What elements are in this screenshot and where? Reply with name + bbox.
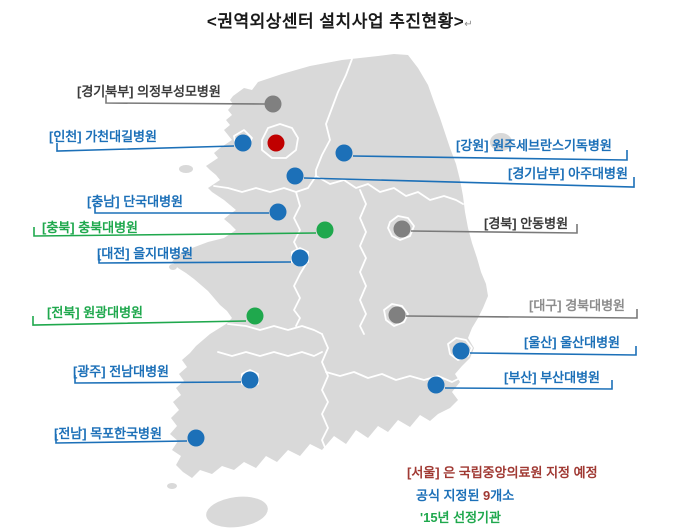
marker-line-ulsan xyxy=(469,346,637,356)
page-title: <권역외상센터 설치사업 추진현황>↵ xyxy=(0,7,680,32)
marker-label-gyeongbuk: [경북] 안동병원 xyxy=(484,216,569,231)
marker-dot-chungnam xyxy=(269,203,287,221)
marker-label-chungbuk: [충북] 충북대병원 xyxy=(42,220,138,235)
legend-2015-text: '15년 선정기관 xyxy=(420,510,501,525)
marker-dot-ulsan xyxy=(452,342,470,360)
legend-2015-selected: '15년 선정기관 xyxy=(420,510,501,525)
marker-label-daejeon: [대전] 을지대병원 xyxy=(97,246,193,261)
marker-dot-gangwon xyxy=(335,144,353,162)
marker-label-jeonbuk: [전북] 원광대병원 xyxy=(47,305,143,320)
paragraph-return-mark: ↵ xyxy=(464,19,474,30)
legend-seoul-note: [서울] 은 국립중앙의료원 지정 예정 xyxy=(407,465,598,480)
marker-dot-daegu xyxy=(388,306,406,324)
marker-line-chungnam xyxy=(94,205,269,214)
marker-dot-jeonbuk xyxy=(246,307,264,325)
marker-label-chungnam: [충남] 단국대병원 xyxy=(87,194,183,209)
legend-seoul-note-text: [서울] 은 국립중앙의료원 지정 예정 xyxy=(407,465,598,480)
marker-dot-jeonnam xyxy=(187,429,205,447)
marker-label-gyeonggi-north: [경기북부] 의정부성모병원 xyxy=(77,84,221,99)
marker-line-chungbuk xyxy=(33,227,317,237)
title-text: <권역외상센터 설치사업 추진현황> xyxy=(206,12,465,31)
marker-dot-gyeonggi-north xyxy=(264,95,282,113)
marker-label-gangwon: [강원] 원주세브란스기독병원 xyxy=(456,138,612,153)
marker-label-gwangju: [광주] 전남대병원 xyxy=(73,364,169,379)
marker-label-daegu: [대구] 경북대병원 xyxy=(529,298,625,313)
marker-line-jeonnam xyxy=(55,434,188,444)
marker-dot-seoul xyxy=(267,134,285,152)
ulleungdo-island xyxy=(490,133,512,151)
marker-line-jeonbuk xyxy=(32,316,247,326)
south-island-1 xyxy=(167,483,177,489)
marker-line-gyeonggi-south xyxy=(303,177,635,188)
marker-dot-incheon xyxy=(234,134,252,152)
marker-label-jeonnam: [전남] 목포한국병원 xyxy=(54,426,162,441)
marker-label-gyeonggi-south: [경기남부] 아주대병원 xyxy=(508,166,628,181)
marker-line-daejeon xyxy=(98,255,292,264)
west-island-1 xyxy=(179,165,193,173)
marker-line-gangwon xyxy=(352,150,628,161)
legend-official-count: 공식 지정된 9개소 xyxy=(416,488,514,503)
marker-dot-gyeonggi-south xyxy=(286,167,304,185)
marker-line-daegu xyxy=(405,309,638,319)
marker-label-incheon: [인천] 가천대길병원 xyxy=(49,129,157,144)
legend-official-suffix: 개소 xyxy=(490,488,515,503)
marker-label-ulsan: [울산] 울산대병원 xyxy=(524,335,620,350)
markers-layer xyxy=(32,95,638,447)
jeju-island xyxy=(206,496,268,528)
marker-line-gyeongbuk xyxy=(410,224,578,234)
marker-label-busan: [부산] 부산대병원 xyxy=(504,370,600,385)
marker-line-gyeonggi-north xyxy=(105,95,266,105)
marker-line-busan xyxy=(444,380,613,390)
marker-dot-daejeon xyxy=(291,249,309,267)
marker-line-incheon xyxy=(56,143,235,152)
marker-dot-gyeongbuk xyxy=(393,220,411,238)
legend-official-number: 9 xyxy=(483,488,491,503)
legend-official-prefix: 공식 지정된 xyxy=(416,488,484,503)
marker-line-gwangju xyxy=(74,375,242,384)
marker-dot-chungbuk xyxy=(316,221,334,239)
province-borders xyxy=(213,58,473,451)
west-island-2 xyxy=(169,264,177,270)
marker-dot-busan xyxy=(427,376,445,394)
marker-dot-gwangju xyxy=(241,371,259,389)
